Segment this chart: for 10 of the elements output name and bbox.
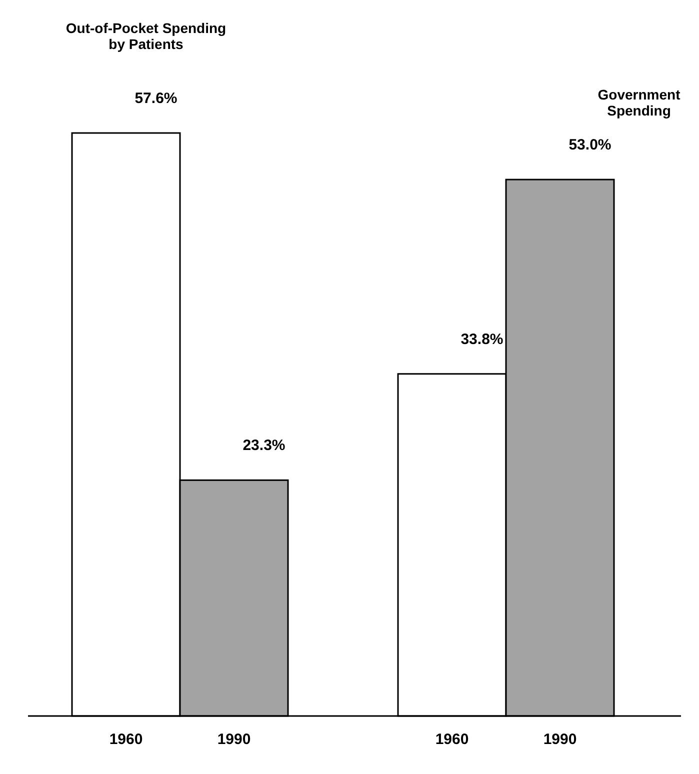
data-label: 57.6% — [134, 90, 178, 107]
text: Government Spending — [598, 86, 681, 119]
data-label: 33.8% — [460, 330, 504, 348]
x-tick-label: 1990 — [543, 731, 577, 748]
x-tick-label: 1990 — [217, 731, 251, 748]
x-tick-label: 1960 — [109, 731, 143, 748]
data-label: 23.3% — [242, 437, 286, 454]
text: Out-of-Pocket Spending by Patients — [66, 20, 226, 52]
x-tick-label: 1960 — [435, 731, 469, 748]
data-label: 53.0% — [568, 136, 612, 154]
